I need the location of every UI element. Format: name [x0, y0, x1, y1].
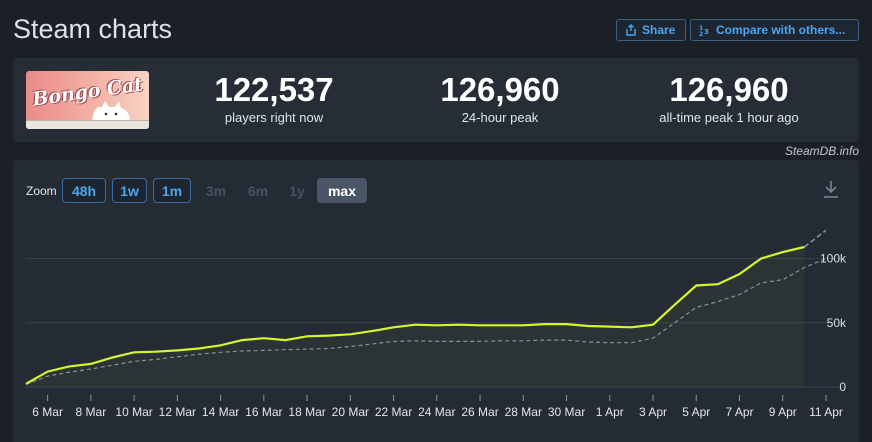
x-tick-label: 12 Mar [159, 405, 196, 419]
svg-text:2: 2 [699, 31, 703, 36]
x-axis-ticks: 6 Mar 8 Mar 10 Mar 12 Mar 14 Mar 16 Mar 18 Mar… [32, 395, 843, 419]
y-tick-label: 0 [839, 380, 846, 394]
x-tick-label: 7 Apr [725, 405, 753, 419]
projection-line [803, 229, 827, 248]
x-tick-label: 26 Mar [461, 405, 498, 419]
stats-panel: Bongo Cat 122,537 players right now 126,… [13, 58, 859, 142]
svg-text:3: 3 [704, 28, 709, 36]
zoom-1w-button[interactable]: 1w [112, 178, 147, 203]
x-tick-label: 6 Mar [32, 405, 63, 419]
steamdb-credit[interactable]: SteamDB.info [784, 144, 859, 158]
cat-icon [92, 101, 130, 121]
current-players-value: 122,537 [214, 71, 334, 108]
zoom-1y-button[interactable]: 1y [289, 182, 305, 199]
x-tick-label: 18 Mar [288, 405, 325, 419]
stat-24h-peak: 126,960 24-hour peak [415, 71, 585, 126]
zoom-1m-button[interactable]: 1m [153, 178, 191, 203]
x-tick-label: 3 Apr [639, 405, 667, 419]
page-title: Steam charts [13, 14, 173, 44]
zoom-label: Zoom [26, 184, 57, 198]
peak-24h-label: 24-hour peak [461, 110, 539, 125]
x-tick-label: 22 Mar [375, 405, 412, 419]
peak-24h-value: 126,960 [440, 71, 560, 108]
y-axis-ticks: 0 50k 100k [820, 252, 847, 394]
chart-grid [26, 258, 846, 388]
x-tick-label: 28 Mar [505, 405, 542, 419]
x-tick-label: 1 Apr [596, 405, 624, 419]
average-players-line [25, 257, 827, 385]
compare-label: Compare with others... [716, 23, 846, 37]
alltime-peak-label: all-time peak 1 hour ago [659, 110, 799, 125]
x-tick-label: 30 Mar [548, 405, 585, 419]
x-tick-label: 14 Mar [202, 405, 239, 419]
chart-panel: 0 50k 100k 6 Mar 8 Mar 10 Mar 12 Mar 14 Mar 16 … [13, 160, 859, 442]
share-button[interactable]: Share [616, 19, 686, 41]
player-count-chart: 0 50k 100k 6 Mar 8 Mar 10 Mar 12 Mar 14 Mar 16 … [25, 229, 847, 419]
current-players-label: players right now [224, 110, 324, 125]
share-icon [625, 24, 637, 36]
x-tick-label: 20 Mar [332, 405, 369, 419]
logo-taskbar [26, 120, 149, 129]
x-tick-label: 5 Apr [682, 405, 710, 419]
svg-text:1: 1 [699, 25, 703, 32]
x-tick-label: 11 Apr [809, 405, 843, 419]
stat-current: 122,537 players right now [189, 71, 359, 126]
x-tick-label: 8 Mar [76, 405, 107, 419]
y-tick-label: 100k [820, 252, 847, 266]
alltime-peak-value: 126,960 [669, 71, 789, 108]
zoom-6m-button[interactable]: 6m [247, 182, 269, 199]
zoom-48h-button[interactable]: 48h [62, 178, 106, 203]
download-icon[interactable] [822, 179, 840, 204]
y-tick-label: 50k [827, 316, 847, 330]
zoom-max-button[interactable]: max [317, 178, 367, 203]
players-area [26, 247, 805, 387]
players-line [25, 245, 805, 385]
x-tick-label: 9 Apr [769, 405, 797, 419]
share-label: Share [642, 23, 676, 37]
x-tick-label: 10 Mar [115, 405, 152, 419]
stat-alltime-peak: 126,960 all-time peak 1 hour ago [639, 71, 819, 126]
x-tick-label: 16 Mar [245, 405, 282, 419]
game-logo[interactable]: Bongo Cat [26, 71, 149, 129]
zoom-3m-button[interactable]: 3m [205, 182, 227, 199]
x-tick-label: 24 Mar [418, 405, 455, 419]
